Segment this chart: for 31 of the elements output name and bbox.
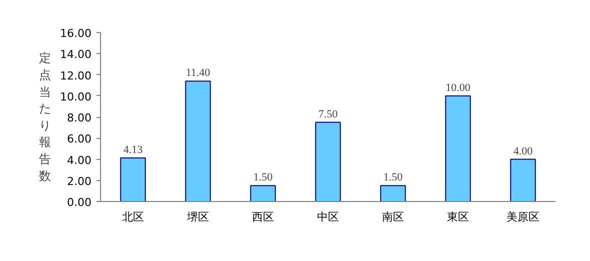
data-label: 1.50 — [383, 172, 404, 184]
y-axis-title: 定点当たり報告数 — [39, 51, 52, 183]
y-tick-label: 10.00 — [60, 90, 92, 104]
y-tick-label: 0.00 — [67, 196, 92, 209]
data-label: 4.00 — [513, 145, 534, 158]
y-tick-label: 2.00 — [67, 174, 92, 188]
y-tick-label: 4.00 — [67, 154, 92, 167]
x-tick-label: 西区 — [252, 210, 274, 224]
bar — [250, 185, 276, 202]
bar — [315, 122, 341, 202]
bar — [380, 185, 406, 202]
x-tick-label: 東区 — [447, 210, 469, 224]
x-tick-label: 美原区 — [506, 210, 540, 224]
x-tick-label: 堺区 — [186, 210, 209, 224]
x-tick-label: 北区 — [122, 210, 144, 224]
bar — [185, 80, 211, 202]
x-tick-label: 南区 — [382, 210, 404, 224]
y-tick-label: 16.00 — [60, 27, 92, 40]
data-label: 11.40 — [186, 67, 211, 80]
data-label: 1.50 — [253, 172, 274, 184]
data-label: 7.50 — [318, 108, 338, 120]
data-label: 10.00 — [446, 82, 471, 94]
y-tick-label: 14.00 — [60, 48, 92, 62]
bar — [120, 157, 146, 202]
data-label: 4.13 — [123, 144, 144, 156]
bar — [445, 95, 471, 202]
y-tick-label: 8.00 — [67, 112, 92, 124]
y-tick-label: 6.00 — [67, 132, 92, 146]
x-tick-label: 中区 — [317, 210, 339, 224]
y-tick-label: 12.00 — [60, 69, 92, 82]
bar — [510, 158, 536, 202]
